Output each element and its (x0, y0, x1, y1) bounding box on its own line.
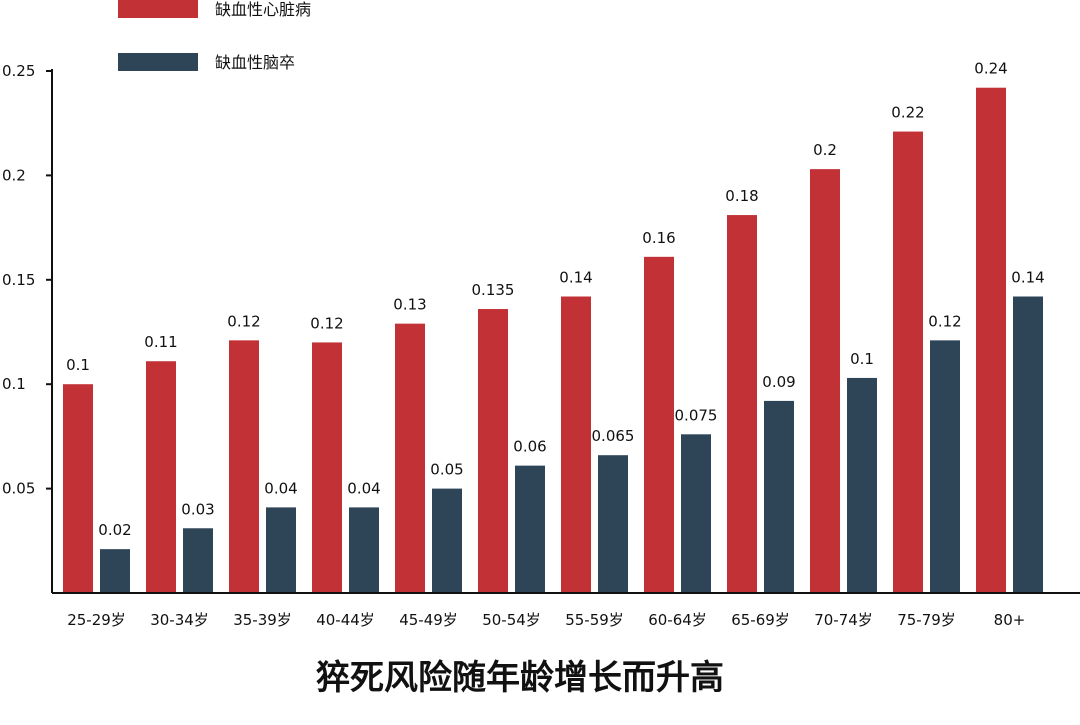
y-axis: 0.05 0.1 0.15 0.2 0.25 (2, 62, 53, 593)
y-tick-label: 0.15 (2, 271, 35, 289)
legend-label-0: 缺血性心脏病 (215, 0, 311, 19)
bar-stroke (681, 434, 711, 593)
bar-heart (63, 384, 93, 593)
bar-stroke (847, 377, 877, 593)
x-tick-label: 65-69岁 (731, 611, 790, 629)
x-tick-label: 45-49岁 (399, 611, 458, 629)
data-label: 0.12 (928, 312, 961, 330)
data-label: 0.2 (813, 141, 837, 159)
x-tick-label: 50-54岁 (482, 611, 541, 629)
data-label: 0.14 (559, 269, 592, 287)
data-label: 0.11 (144, 333, 177, 351)
bar-heart (644, 256, 674, 593)
bar-stroke (598, 455, 628, 593)
x-tick-label: 40-44岁 (316, 611, 375, 629)
bar-heart (229, 340, 259, 593)
data-label: 0.16 (642, 229, 675, 247)
bar-stroke (930, 340, 960, 593)
data-label: 0.12 (227, 312, 260, 330)
data-label: 0.03 (181, 500, 214, 518)
bars: 0.1 0.02 0.11 0.03 0.12 0.04 0.12 0.04 0.13 0.05 0… (63, 60, 1045, 594)
bar-stroke (764, 400, 794, 593)
bar-heart (312, 342, 342, 593)
x-tick-label: 35-39岁 (233, 611, 292, 629)
data-label: 0.04 (347, 479, 380, 497)
data-label: 0.065 (592, 427, 635, 445)
data-label: 0.24 (974, 60, 1007, 78)
bar-heart (478, 309, 508, 593)
chart-title: 猝死风险随年龄增长而升高 (316, 658, 724, 698)
data-label: 0.13 (393, 296, 426, 314)
bar-stroke (432, 488, 462, 593)
bar-heart (727, 215, 757, 593)
x-tick-label: 25-29岁 (67, 611, 126, 629)
legend-swatch-1 (118, 53, 198, 71)
data-label: 0.22 (891, 104, 924, 122)
data-label: 0.04 (264, 479, 297, 497)
y-tick-label: 0.1 (2, 375, 26, 393)
data-label: 0.02 (98, 521, 131, 539)
x-tick-label: 75-79岁 (897, 611, 956, 629)
bar-heart (146, 361, 176, 593)
bar-stroke (1013, 296, 1043, 593)
x-tick-label: 80+ (994, 611, 1026, 629)
x-tick-label: 70-74岁 (814, 611, 873, 629)
x-tick-label: 55-59岁 (565, 611, 624, 629)
bar-heart (395, 323, 425, 593)
data-label: 0.075 (675, 406, 718, 424)
x-tick-label: 30-34岁 (150, 611, 209, 629)
data-label: 0.06 (513, 438, 546, 456)
bar-heart (893, 131, 923, 593)
bar-stroke (349, 507, 379, 593)
data-label: 0.1 (850, 350, 874, 368)
bar-heart (561, 296, 591, 593)
data-label: 0.14 (1011, 269, 1044, 287)
bar-stroke (100, 549, 130, 593)
data-label: 0.135 (472, 281, 515, 299)
data-label: 0.12 (310, 314, 343, 332)
x-tick-label: 60-64岁 (648, 611, 707, 629)
data-label: 0.09 (762, 373, 795, 391)
data-label: 0.05 (430, 461, 463, 479)
y-tick-label: 0.05 (2, 480, 35, 498)
bar-stroke (183, 528, 213, 593)
y-tick-label: 0.2 (2, 166, 26, 184)
x-axis: 25-29岁 30-34岁 35-39岁 40-44岁 45-49岁 50-54岁 55-5… (52, 592, 1080, 629)
bar-heart (976, 87, 1006, 593)
y-tick-label: 0.25 (2, 62, 35, 80)
legend-label-1: 缺血性脑卒 (215, 53, 295, 72)
data-label: 0.1 (66, 356, 90, 374)
bar-heart (810, 169, 840, 594)
data-label: 0.18 (725, 187, 758, 205)
bar-stroke (515, 465, 545, 593)
bar-stroke (266, 507, 296, 593)
legend-swatch-0 (118, 0, 198, 18)
